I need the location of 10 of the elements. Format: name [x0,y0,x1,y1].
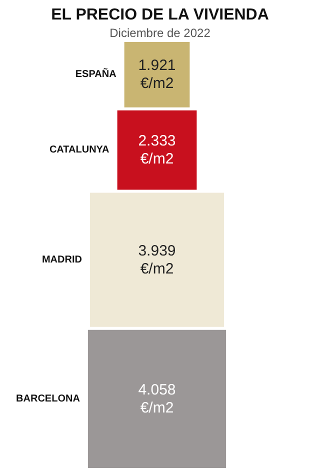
data-label: 4.058 €/m2 [138,381,176,416]
data-label: 1.921 €/m2 [138,57,176,92]
text: Diciembre de 2022 [110,26,211,40]
category-label: CATALUNYA [49,144,110,156]
category-label: MADRID [42,254,82,266]
category-label: BARCELONA [16,393,80,404]
category-label: ESPAÑA [75,68,116,80]
data-label: 3.939 €/m2 [138,242,176,278]
text: EL PRECIO DE LA VIVIENDA [51,6,270,24]
data-label: 2.333 €/m2 [138,132,176,168]
